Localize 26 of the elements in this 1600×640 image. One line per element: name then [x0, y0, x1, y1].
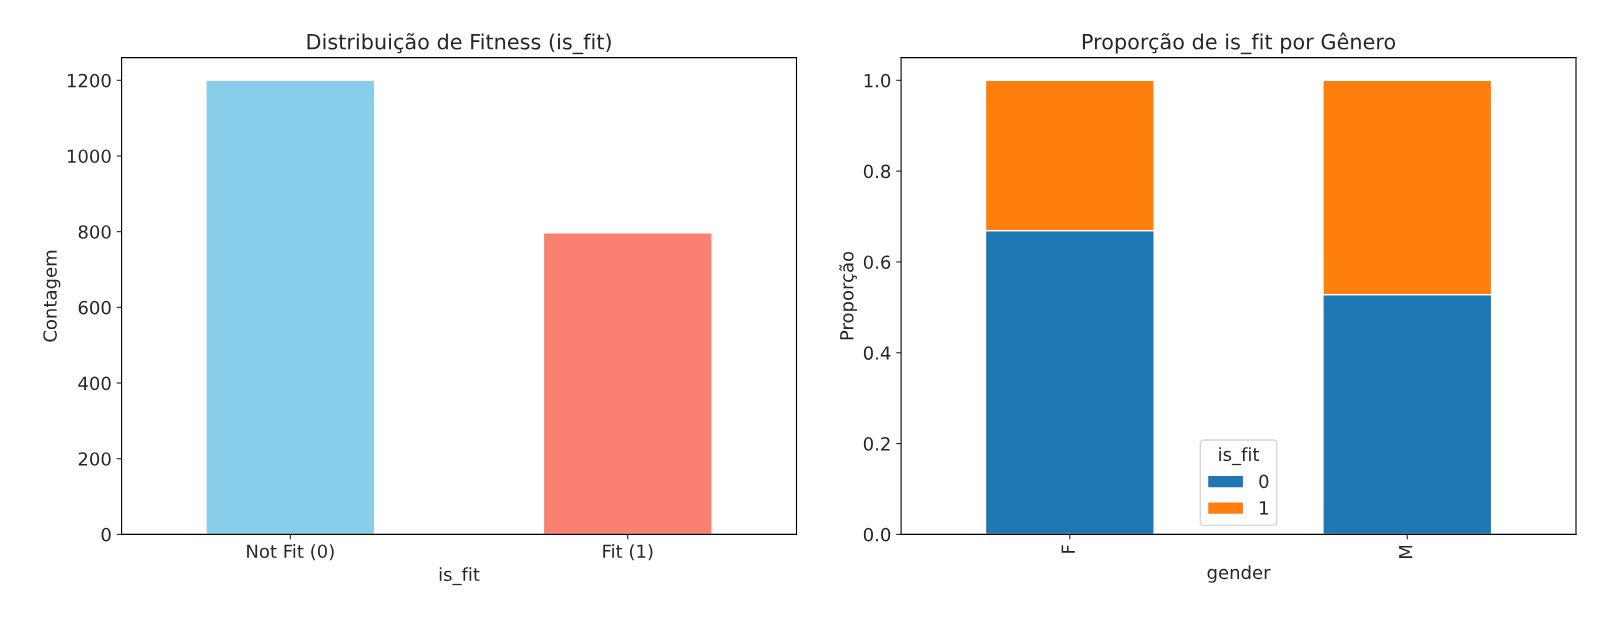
x-axis-title: gender — [1207, 565, 1271, 583]
y-tick-label: 0.8 — [863, 164, 891, 179]
y-tick-label: 0.4 — [863, 346, 891, 360]
y-tick-label: 1000 — [67, 149, 111, 164]
x-tick-label: Not Fit (0) — [247, 544, 334, 561]
y-tick-label: 800 — [78, 225, 111, 239]
x-tick-label: Fit (1) — [603, 544, 653, 561]
y-tick-label: 1.0 — [864, 73, 891, 88]
y-tick-label: 0.0 — [863, 527, 891, 542]
x-tick-label: F — [1061, 545, 1075, 553]
legend-title: is_fit — [1219, 447, 1260, 466]
y-axis-title: Proporção — [839, 251, 858, 340]
y-axis-title: Contagem — [43, 250, 61, 342]
legend-label: 0 — [1259, 474, 1269, 489]
chart-title: Distribuição de Fitness (is_fit) — [307, 33, 611, 55]
chart-title: Proporção de is_fit por Gênero — [1082, 32, 1396, 55]
y-tick-label: 0.2 — [863, 437, 890, 451]
y-tick-label: 400 — [78, 376, 111, 391]
y-tick-label: 0.6 — [863, 255, 891, 270]
y-tick-label: 200 — [78, 452, 111, 466]
y-tick-label: 1200 — [67, 73, 111, 88]
x-tick-label: M — [1399, 545, 1413, 558]
x-axis-title: is_fit — [439, 567, 480, 586]
y-tick-label: 0 — [101, 527, 111, 542]
y-tick-label: 600 — [78, 300, 111, 315]
legend-label: 1 — [1260, 501, 1268, 515]
